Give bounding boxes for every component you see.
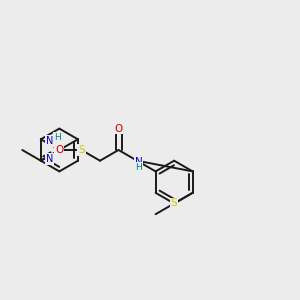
Text: O: O bbox=[114, 124, 123, 134]
Text: O: O bbox=[55, 145, 64, 155]
Text: N: N bbox=[46, 136, 53, 146]
Text: S: S bbox=[78, 145, 85, 155]
Text: H: H bbox=[54, 133, 61, 142]
Text: N: N bbox=[135, 157, 142, 166]
Text: H: H bbox=[135, 163, 142, 172]
Text: S: S bbox=[171, 199, 178, 208]
Text: N: N bbox=[46, 154, 53, 164]
